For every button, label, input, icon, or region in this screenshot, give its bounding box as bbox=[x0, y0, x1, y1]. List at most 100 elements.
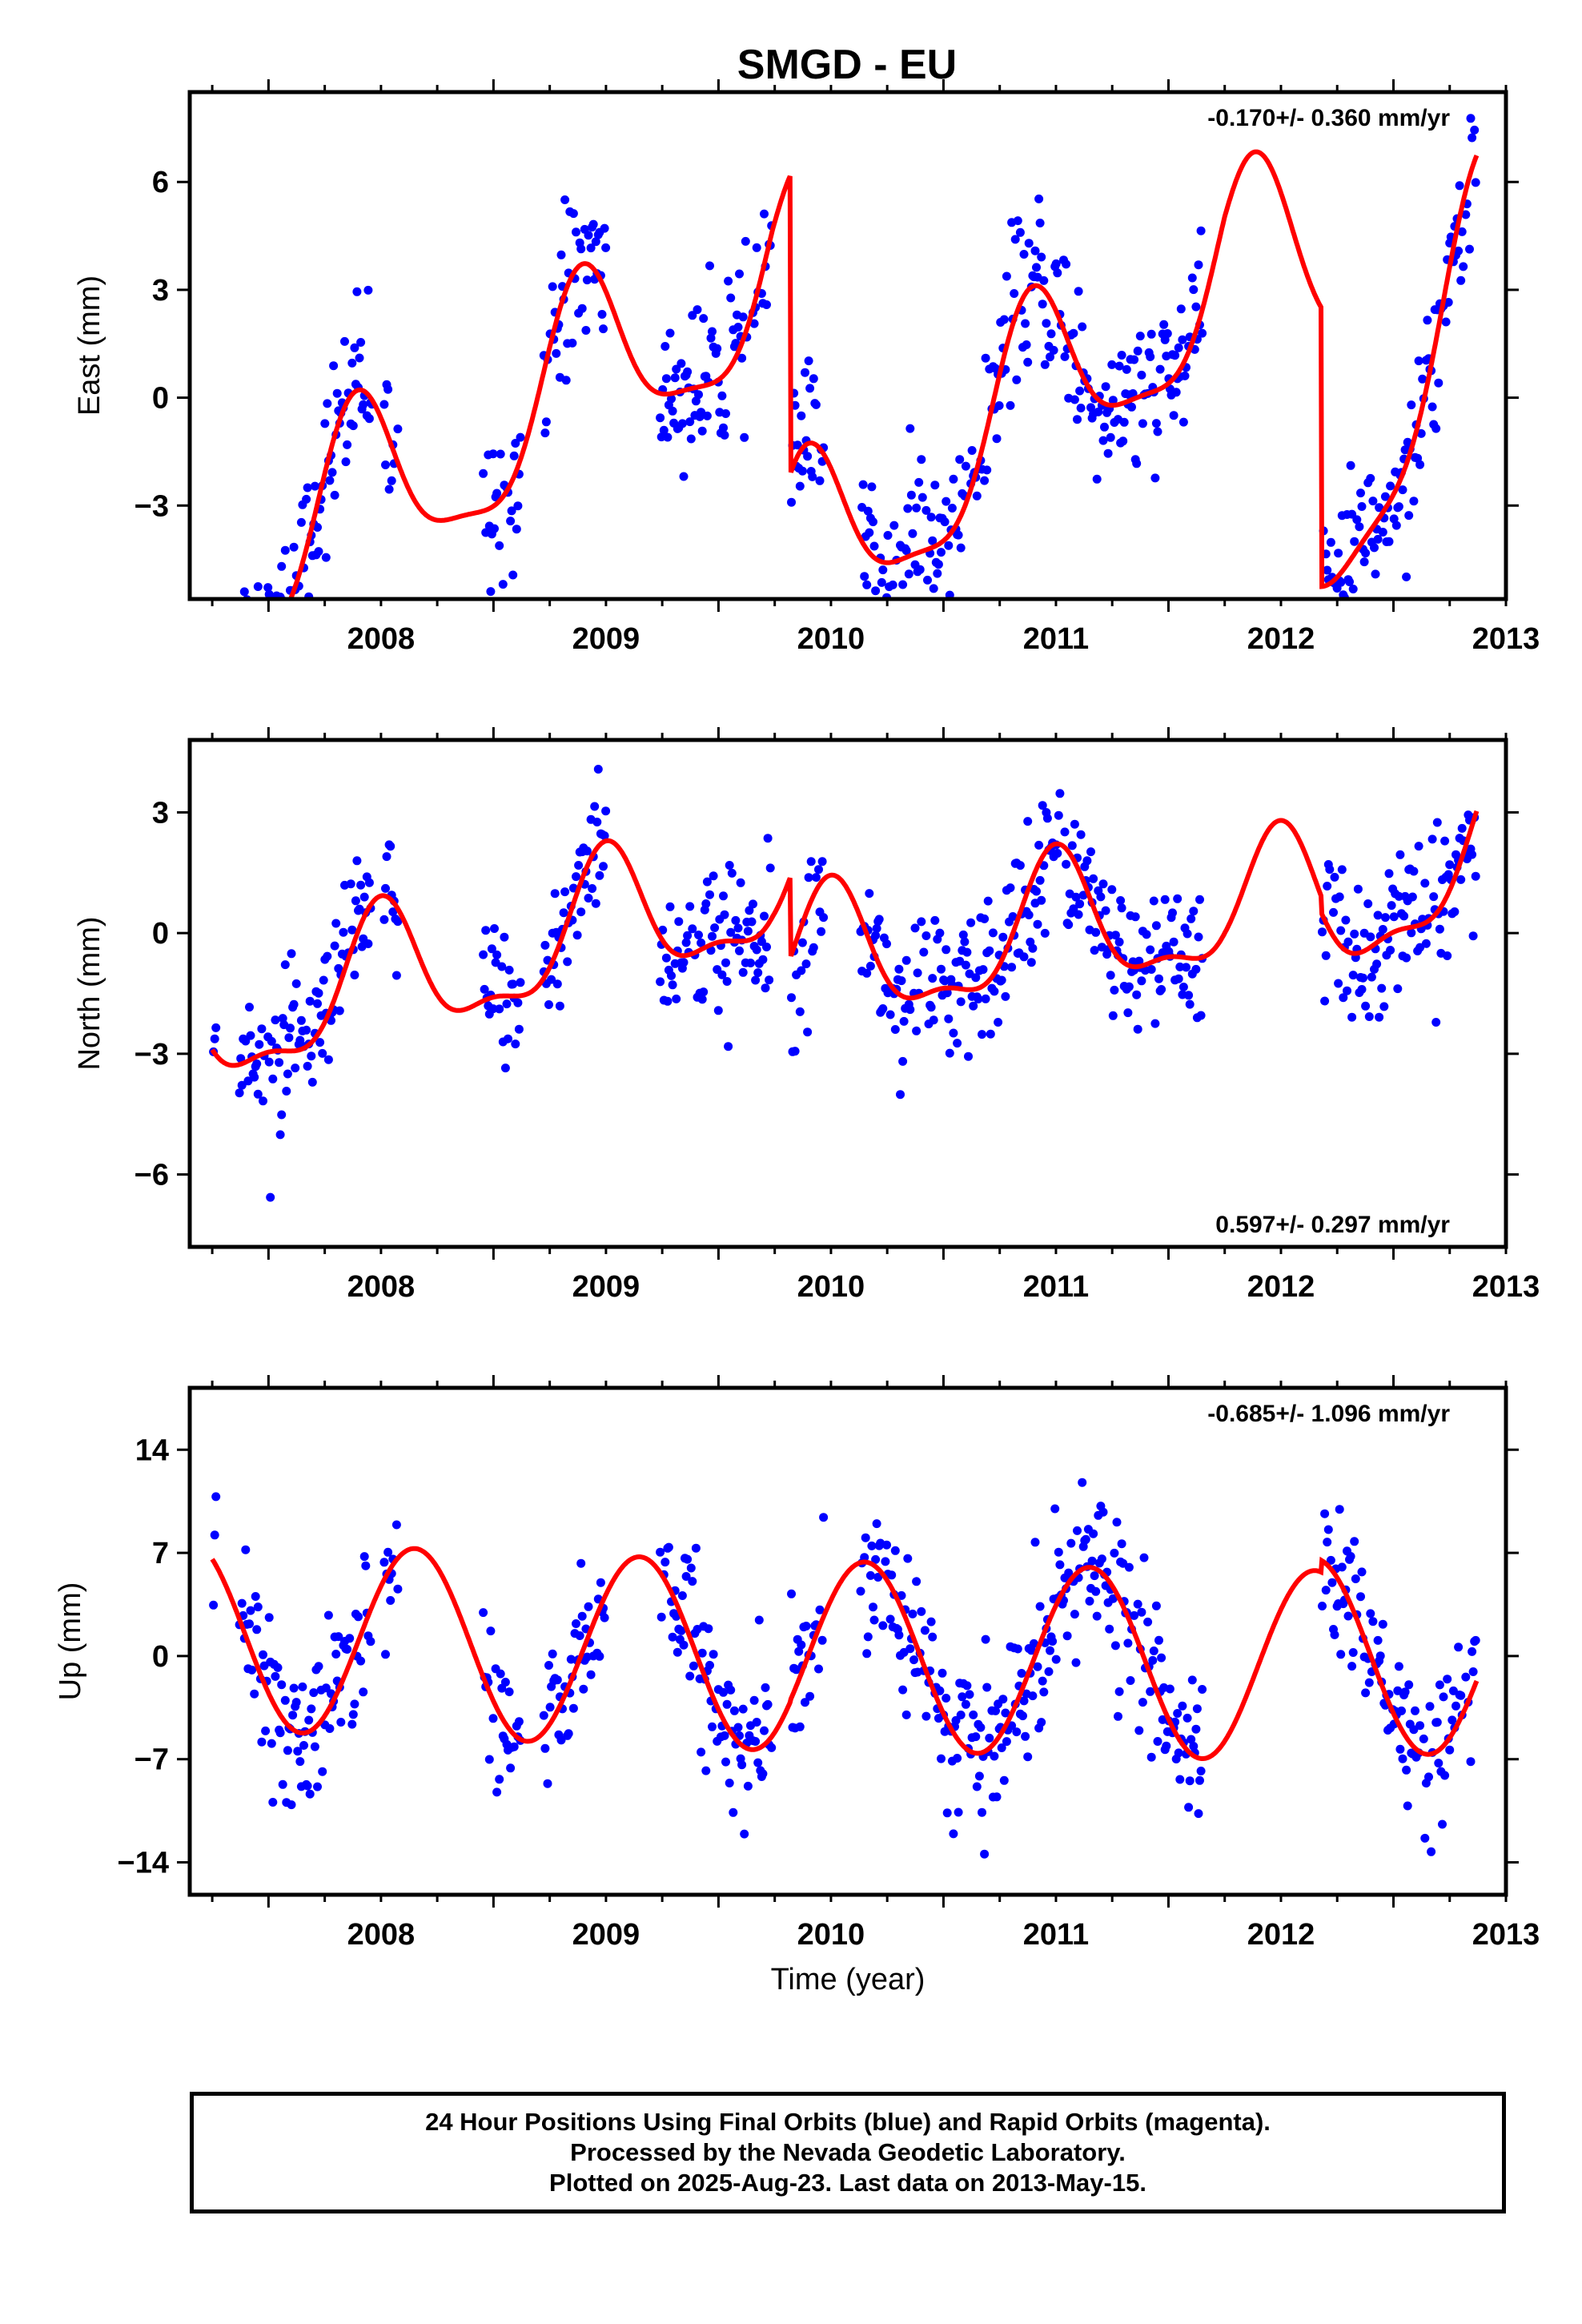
data-point bbox=[874, 915, 884, 924]
data-point bbox=[1432, 818, 1442, 827]
data-point bbox=[814, 865, 823, 875]
data-point bbox=[1414, 356, 1423, 366]
data-point bbox=[693, 305, 702, 315]
data-point bbox=[722, 1699, 732, 1709]
data-point bbox=[1006, 400, 1015, 410]
data-point bbox=[803, 1027, 813, 1037]
data-point bbox=[1010, 289, 1019, 298]
data-point bbox=[1123, 1638, 1133, 1648]
data-point bbox=[928, 974, 938, 983]
data-point bbox=[797, 938, 807, 947]
data-point bbox=[1001, 991, 1010, 1001]
data-point bbox=[263, 583, 273, 593]
data-point bbox=[1096, 892, 1106, 902]
data-point bbox=[881, 1557, 890, 1566]
data-point bbox=[971, 973, 981, 983]
data-point bbox=[355, 353, 364, 363]
data-point bbox=[340, 336, 349, 346]
data-point bbox=[656, 1612, 666, 1622]
data-point bbox=[933, 569, 942, 578]
data-point bbox=[1029, 1638, 1038, 1648]
data-point bbox=[705, 261, 714, 271]
data-point bbox=[974, 995, 983, 1003]
data-point bbox=[663, 432, 673, 442]
data-point bbox=[584, 1602, 593, 1611]
data-point bbox=[797, 466, 807, 476]
data-point bbox=[1064, 1568, 1074, 1578]
data-point bbox=[1110, 931, 1120, 940]
data-point bbox=[391, 971, 401, 980]
data-point bbox=[752, 945, 761, 955]
data-point bbox=[940, 517, 950, 527]
data-point bbox=[719, 423, 728, 432]
data-point bbox=[871, 586, 881, 596]
data-point bbox=[885, 1010, 895, 1019]
velocity-label: -0.170+/- 0.360 mm/yr bbox=[1207, 105, 1450, 131]
data-point bbox=[1146, 965, 1156, 974]
data-point bbox=[917, 1606, 926, 1616]
data-point bbox=[506, 1763, 516, 1773]
caption-line-3: Plotted on 2025-Aug-23. Last data on 201… bbox=[549, 2169, 1146, 2197]
data-point bbox=[664, 1542, 673, 1552]
data-point bbox=[1040, 360, 1050, 369]
x-tick-label: 2008 bbox=[347, 1270, 416, 1304]
data-point bbox=[356, 338, 366, 347]
data-point bbox=[540, 428, 550, 438]
data-point bbox=[1191, 1724, 1201, 1734]
data-point bbox=[1356, 1592, 1365, 1602]
data-point bbox=[1440, 1771, 1450, 1780]
data-point bbox=[923, 575, 932, 585]
data-point bbox=[869, 1615, 879, 1625]
data-point bbox=[982, 465, 992, 475]
data-point bbox=[291, 1698, 301, 1707]
data-point bbox=[289, 542, 299, 552]
data-point bbox=[1022, 340, 1031, 349]
data-point bbox=[293, 1747, 303, 1756]
data-point bbox=[291, 1063, 300, 1073]
data-point bbox=[488, 1004, 498, 1014]
data-point bbox=[1468, 133, 1477, 143]
data-point bbox=[495, 541, 504, 550]
data-point bbox=[364, 414, 374, 424]
data-point bbox=[1336, 926, 1346, 935]
data-point bbox=[591, 899, 600, 908]
data-point bbox=[552, 348, 561, 358]
data-point bbox=[667, 394, 676, 404]
data-point bbox=[1196, 226, 1206, 235]
data-point bbox=[1154, 1635, 1163, 1645]
data-point bbox=[745, 906, 754, 915]
data-point bbox=[697, 938, 706, 947]
data-point bbox=[1015, 861, 1025, 870]
data-point bbox=[949, 1028, 958, 1038]
data-point bbox=[1106, 971, 1115, 980]
data-point bbox=[1070, 1610, 1079, 1619]
data-point bbox=[514, 1717, 524, 1727]
data-point bbox=[945, 590, 954, 599]
data-point bbox=[1184, 991, 1194, 1000]
data-point bbox=[787, 497, 796, 507]
y-tick-label: −3 bbox=[135, 1038, 169, 1072]
data-point bbox=[595, 870, 604, 880]
data-point bbox=[694, 390, 703, 400]
data-point bbox=[1445, 860, 1455, 870]
data-point bbox=[393, 917, 403, 927]
data-point bbox=[302, 494, 311, 504]
data-point bbox=[1384, 537, 1394, 546]
data-point bbox=[688, 311, 697, 320]
data-point bbox=[917, 493, 927, 502]
data-point bbox=[743, 1781, 753, 1791]
data-point bbox=[709, 1650, 718, 1659]
data-point bbox=[1048, 1637, 1058, 1646]
data-point bbox=[878, 1004, 888, 1013]
data-point bbox=[1431, 1018, 1441, 1027]
data-point bbox=[1409, 866, 1419, 876]
data-point bbox=[1371, 569, 1380, 579]
data-point bbox=[1434, 1759, 1443, 1768]
data-point bbox=[801, 368, 809, 377]
data-point bbox=[386, 842, 396, 851]
data-point bbox=[347, 1719, 357, 1729]
x-tick-label: 2008 bbox=[347, 622, 416, 656]
data-point bbox=[1365, 628, 1374, 637]
data-point bbox=[882, 939, 891, 949]
